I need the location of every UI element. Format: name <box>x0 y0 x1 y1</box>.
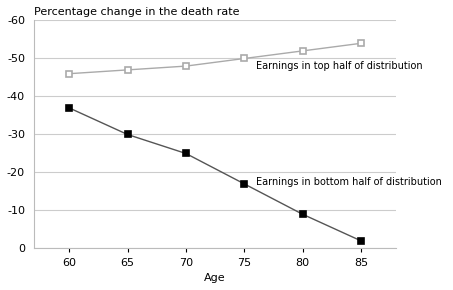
Text: Earnings in top half of distribution: Earnings in top half of distribution <box>256 61 423 71</box>
Text: Earnings in bottom half of distribution: Earnings in bottom half of distribution <box>256 177 442 187</box>
X-axis label: Age: Age <box>204 273 226 283</box>
Text: Percentage change in the death rate: Percentage change in the death rate <box>34 7 240 17</box>
